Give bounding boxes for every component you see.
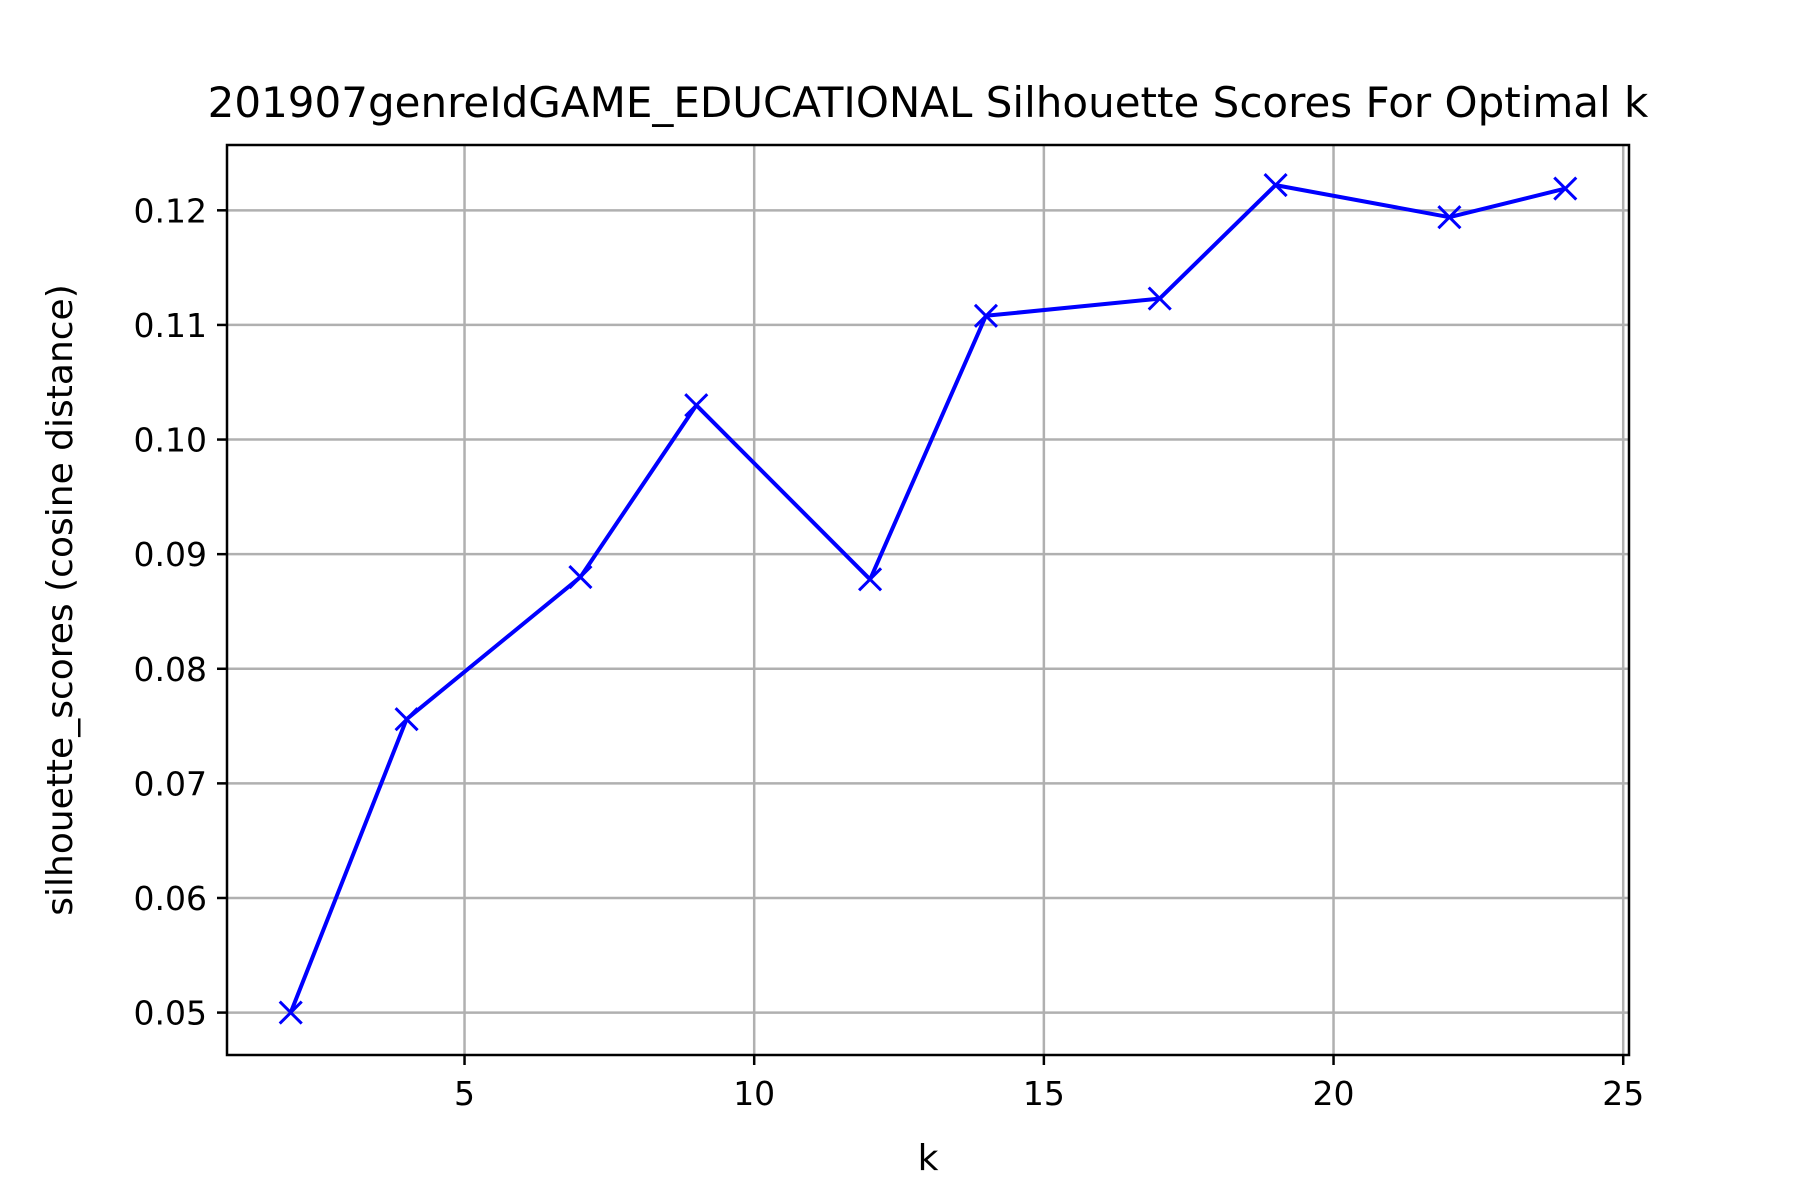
series-layer [278,173,1578,1025]
data-point [1437,205,1462,230]
data-point [278,1000,303,1025]
data-point [568,565,593,590]
data-point [1553,176,1578,201]
marker-stroke [1147,286,1172,311]
x-tick-label: 15 [1023,1074,1065,1113]
x-axis-label: k [918,1138,939,1179]
y-tick-label: 0.09 [134,535,207,574]
marker-stroke [568,565,593,590]
data-point [973,303,998,328]
y-tick-label: 0.06 [134,879,207,918]
x-tick-label: 10 [733,1074,775,1113]
data-point [1263,173,1288,198]
y-tick-label: 0.11 [134,306,207,345]
data-point [394,707,419,732]
series-line [288,183,1566,1014]
tick-layer: 5 10 15 20 25 0.05 0.06 0.07 0.08 0.09 0.10 0.11 0.1… [134,191,1645,1113]
marker-stroke [1263,173,1288,198]
data-point [858,567,883,592]
chart-title: 201907genreIdGAME_EDUCATIONAL Silhouette… [208,78,1649,127]
plot-frame [225,143,1631,1057]
y-tick-label: 0.12 [134,191,207,230]
data-point [684,393,709,418]
data-point [1147,286,1172,311]
marker-stroke [973,303,998,328]
marker-stroke [1437,205,1462,230]
grid-layer [227,145,1629,1055]
marker-stroke [278,1000,303,1025]
marker-stroke [858,567,883,592]
y-tick-label: 0.10 [134,421,207,460]
y-tick-label: 0.08 [134,650,207,689]
marker-stroke [1553,176,1578,201]
marker-stroke [684,393,709,418]
y-tick-label: 0.05 [134,994,207,1033]
x-tick-label: 20 [1313,1074,1355,1113]
y-tick-label: 0.07 [134,764,207,803]
marker-stroke [394,707,419,732]
x-tick-label: 5 [454,1074,475,1113]
x-tick-label: 25 [1602,1074,1644,1113]
y-axis-label: silhouette_scores (cosine distance) [40,284,81,916]
